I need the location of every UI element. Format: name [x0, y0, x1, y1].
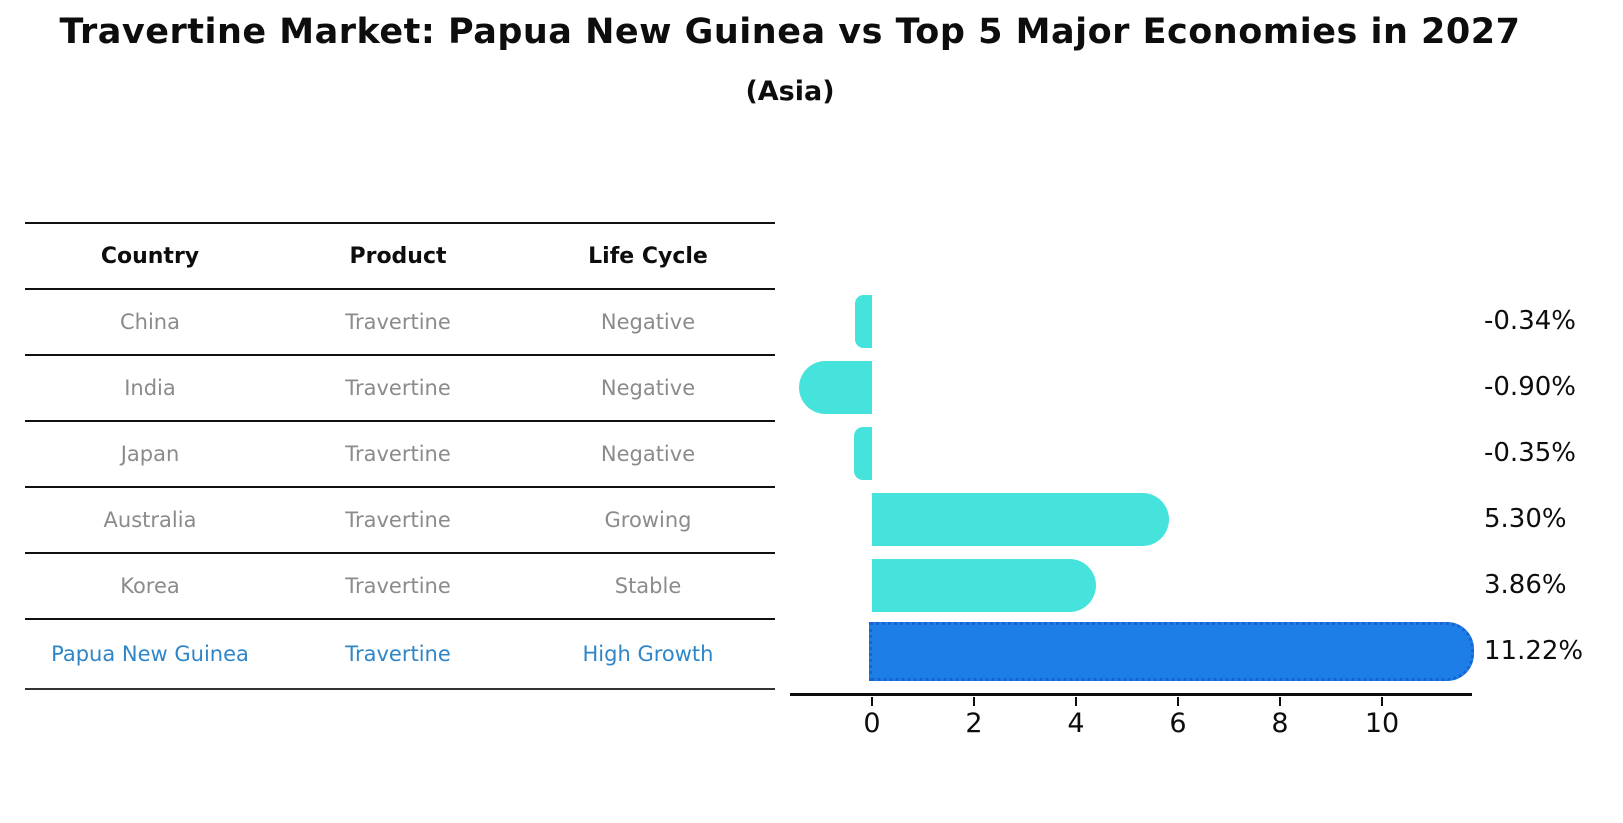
x-axis-tick [1279, 697, 1281, 706]
x-axis-tick-label: 8 [1271, 708, 1289, 739]
bar-value-label: 11.22% [1484, 636, 1584, 666]
x-axis-tick [973, 697, 975, 706]
x-axis-tick-label: 0 [863, 708, 881, 739]
cell-product: Travertine [345, 642, 451, 666]
cell-life-cycle: Growing [604, 508, 692, 532]
chart-subtitle: (Asia) [745, 76, 835, 107]
cell-product: Travertine [345, 442, 451, 466]
cell-life-cycle: Negative [600, 310, 696, 334]
bar-value-label: 5.30% [1484, 504, 1567, 534]
table-row: Japan Travertine Negative [25, 422, 775, 488]
cell-country: India [124, 376, 176, 400]
x-axis-tick [1177, 697, 1179, 706]
table-row: Papua New Guinea Travertine High Growth [25, 620, 775, 690]
table-header-row: Country Product Life Cycle [25, 224, 775, 290]
table-header-product: Product [349, 243, 447, 269]
table-header-country: Country [100, 243, 200, 269]
x-axis-tick-label: 4 [1067, 708, 1085, 739]
x-axis-tick-label: 6 [1169, 708, 1187, 739]
table-row: Australia Travertine Growing [25, 488, 775, 554]
bar-value-label: -0.90% [1484, 372, 1576, 402]
x-axis-tick [871, 697, 873, 706]
bar-papua-new-guinea [869, 621, 1475, 681]
x-axis-tick [1075, 697, 1077, 706]
table-row: India Travertine Negative [25, 356, 775, 422]
cell-life-cycle: High Growth [582, 642, 714, 666]
country-table: Country Product Life Cycle China Traverti… [25, 222, 775, 690]
cell-life-cycle: Negative [600, 442, 696, 466]
table-body: China Travertine Negative India Travertine Ne… [25, 290, 775, 690]
cell-product: Travertine [345, 310, 451, 334]
cell-country: Australia [103, 508, 197, 532]
bar-japan [854, 426, 872, 480]
bar-china [854, 294, 872, 348]
x-axis-tick-label: 10 [1364, 708, 1400, 739]
cell-country: Japan [120, 442, 180, 466]
bar-value-label: 3.86% [1484, 570, 1567, 600]
bar-value-label: -0.35% [1484, 438, 1576, 468]
cell-product: Travertine [345, 508, 451, 532]
bar-australia [872, 492, 1170, 546]
cell-country: China [120, 310, 180, 334]
cell-country: Papua New Guinea [51, 642, 249, 666]
chart-title: Travertine Market: Papua New Guinea vs T… [59, 12, 1521, 52]
cell-product: Travertine [345, 574, 451, 598]
cell-life-cycle: Stable [614, 574, 682, 598]
table-header-life-cycle: Life Cycle [588, 243, 708, 269]
cell-product: Travertine [345, 376, 451, 400]
bar-korea [872, 558, 1096, 612]
x-axis-tick [1381, 697, 1383, 706]
x-axis-line [790, 693, 1472, 696]
table-row: China Travertine Negative [25, 290, 775, 356]
cell-life-cycle: Negative [600, 376, 696, 400]
x-axis-tick-label: 2 [965, 708, 983, 739]
bar-value-label: -0.34% [1484, 306, 1576, 336]
cell-country: Korea [120, 574, 180, 598]
bar-india [799, 360, 872, 414]
table-row: Korea Travertine Stable [25, 554, 775, 620]
